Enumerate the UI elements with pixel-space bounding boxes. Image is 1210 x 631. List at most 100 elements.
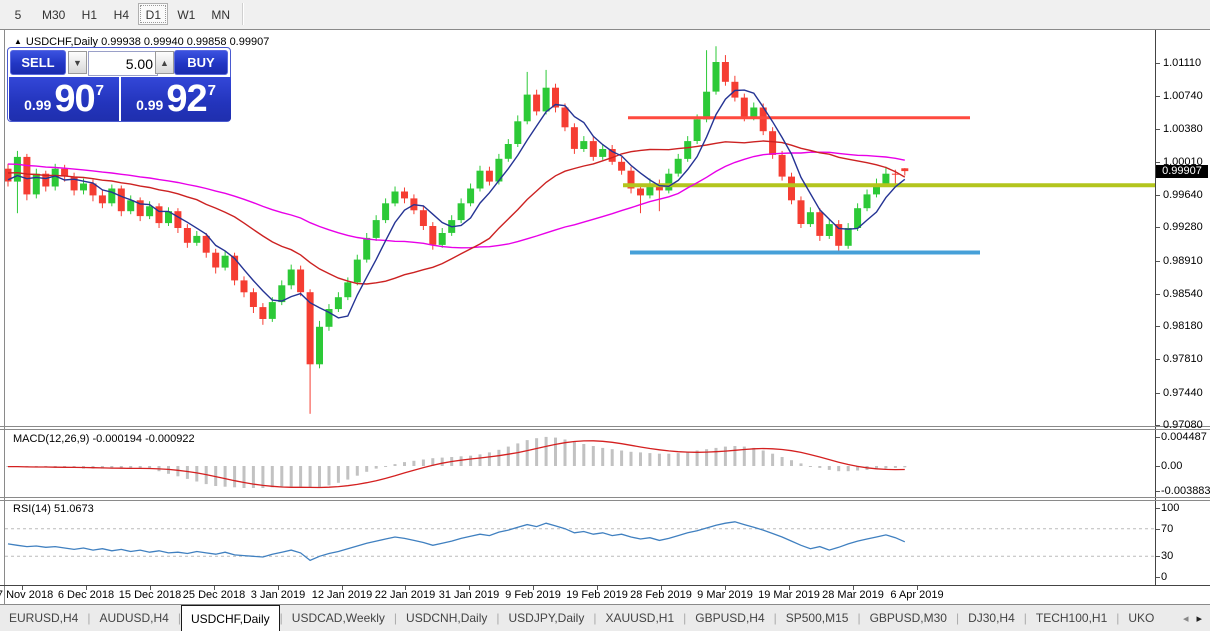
time-axis-border [0, 585, 1210, 586]
time-axis-tick [86, 586, 87, 590]
current-price-tag: 0.99907 [1156, 165, 1208, 178]
sell-price-display[interactable]: 0.99 90 7 [9, 77, 119, 121]
tabs-scroll-left-icon[interactable]: ◂ [1182, 612, 1189, 625]
rsi-axis-label: 70 [1161, 523, 1174, 535]
chart-tab-usdcad-weekly[interactable]: USDCAD,Weekly [291, 611, 385, 625]
price-axis-label: 0.98540 [1163, 288, 1203, 300]
time-axis-tick [150, 586, 151, 590]
rsi-axis-label: 100 [1161, 502, 1180, 514]
macd-axis-label: 0.00 [1161, 460, 1183, 472]
date-label: 3 Jan 2019 [250, 589, 306, 601]
time-axis-tick [469, 586, 470, 590]
timeframe-button-5[interactable]: 5 [3, 3, 33, 25]
rsi-pane-divider[interactable] [0, 497, 1210, 498]
sell-price-pip-digit: 7 [95, 81, 104, 99]
chart-title: ▲ USDCHF,Daily 0.99938 0.99940 0.99858 0.… [14, 36, 269, 48]
tab-separator: | [773, 611, 777, 625]
price-axis-label: 0.99280 [1163, 221, 1203, 233]
time-axis-tick [725, 586, 726, 590]
time-axis-tick [853, 586, 854, 590]
tab-separator: | [177, 611, 181, 625]
date-label: 9 Mar 2019 [697, 589, 753, 601]
date-label: 19 Mar 2019 [758, 589, 820, 601]
price-axis-label: 0.98910 [1163, 255, 1203, 267]
price-axis-tick [1156, 129, 1160, 130]
tab-separator: | [87, 611, 91, 625]
macd-pane-divider[interactable] [0, 426, 1210, 427]
tab-separator: | [1116, 611, 1120, 625]
chart-tab-usdchf-daily[interactable]: USDCHF,Daily [180, 605, 280, 631]
timeframe-button-h4[interactable]: H4 [106, 3, 136, 25]
time-axis-tick [533, 586, 534, 590]
sell-button[interactable]: SELL [10, 50, 66, 75]
price-axis-label: 0.98180 [1163, 320, 1203, 332]
time-axis-tick [789, 586, 790, 590]
chart-window[interactable]: ▲ USDCHF,Daily 0.99938 0.99940 0.99858 0.… [0, 29, 1210, 605]
timeframe-button-w1[interactable]: W1 [170, 3, 202, 25]
time-axis-tick [597, 586, 598, 590]
tab-separator: | [955, 611, 960, 625]
price-axis-label: 1.00740 [1163, 90, 1203, 102]
date-label: 19 Feb 2019 [566, 589, 628, 601]
buy-price-big-digits: 92 [166, 77, 207, 120]
macd-axis-tick [1156, 491, 1160, 492]
chart-tabs-bar: EURUSD,H4 | AUDUSD,H4 | USDCHF,Daily | USDCAD,… [0, 604, 1210, 631]
date-label: 31 Jan 2019 [438, 589, 500, 601]
date-label: 28 Feb 2019 [630, 589, 692, 601]
chart-tab-audusd-h4[interactable]: AUDUSD,H4 [99, 611, 169, 625]
rsi-axis-tick [1156, 577, 1160, 578]
time-axis-tick [214, 586, 215, 590]
tab-separator: | [593, 611, 597, 625]
tabs-scroll-right-icon[interactable]: ▸ [1196, 612, 1202, 625]
date-label: 15 Dec 2018 [118, 589, 182, 601]
price-axis-label: 0.97810 [1163, 353, 1203, 365]
buy-button[interactable]: BUY [174, 50, 228, 75]
timeframe-button-d1[interactable]: D1 [138, 3, 169, 25]
timeframe-button-mn[interactable]: MN [204, 3, 237, 25]
window-left-border [4, 30, 5, 605]
rsi-axis-tick [1156, 529, 1160, 530]
timeframe-button-m30[interactable]: M30 [35, 3, 72, 25]
price-axis-tick [1156, 393, 1160, 394]
rsi-pane-divider2 [0, 500, 1210, 501]
chart-tab-usdjpy-daily[interactable]: USDJPY,Daily [508, 611, 585, 625]
price-axis-tick [1156, 162, 1160, 163]
tab-separator: | [496, 611, 500, 625]
chart-tab-uko[interactable]: UKO [1128, 611, 1155, 625]
chart-tab-usdcnh-daily[interactable]: USDCNH,Daily [406, 611, 488, 625]
price-axis-tick [1156, 63, 1160, 64]
date-label: 27 Nov 2018 [0, 589, 54, 601]
rsi-indicator-label: RSI(14) 51.0673 [13, 503, 94, 515]
time-axis-tick [22, 586, 23, 590]
one-click-trading-panel: SELL ▼ ▲ BUY 0.99 90 7 0.99 92 7 [7, 47, 231, 122]
chart-tab-dj30-h4[interactable]: DJ30,H4 [968, 611, 1015, 625]
chart-tab-eurusd-h4[interactable]: EURUSD,H4 [9, 611, 79, 625]
macd-axis-tick [1156, 437, 1160, 438]
date-label: 28 Mar 2019 [822, 589, 884, 601]
volume-input[interactable] [88, 51, 158, 76]
chart-tab-sp500-m15[interactable]: SP500,M15 [785, 611, 849, 625]
buy-price-prefix: 0.99 [136, 97, 164, 113]
timeframe-button-h1[interactable]: H1 [74, 3, 104, 25]
time-axis-tick [917, 586, 918, 590]
chart-tab-gbpusd-m30[interactable]: GBPUSD,M30 [869, 611, 947, 625]
chart-tab-xauusd-h1[interactable]: XAUUSD,H1 [605, 611, 675, 625]
date-label: 6 Apr 2019 [890, 589, 944, 601]
chart-ohlc-values: 0.99938 0.99940 0.99858 0.99907 [101, 36, 270, 48]
price-axis-tick [1156, 359, 1160, 360]
chart-tab-tech100-h1[interactable]: TECH100,H1 [1035, 611, 1108, 625]
price-axis-label: 0.99640 [1163, 189, 1203, 201]
chart-tab-gbpusd-h4[interactable]: GBPUSD,H4 [695, 611, 765, 625]
tab-separator: | [857, 611, 861, 625]
date-label: 22 Jan 2019 [374, 589, 436, 601]
price-axis-label: 0.97080 [1163, 419, 1203, 431]
volume-increase-button[interactable]: ▲ [155, 51, 174, 74]
date-label: 9 Feb 2019 [505, 589, 561, 601]
price-axis-tick [1156, 294, 1160, 295]
buy-price-display[interactable]: 0.99 92 7 [121, 77, 231, 121]
price-axis-tick [1156, 227, 1160, 228]
volume-decrease-button[interactable]: ▼ [68, 51, 87, 74]
price-axis-tick [1156, 195, 1160, 196]
